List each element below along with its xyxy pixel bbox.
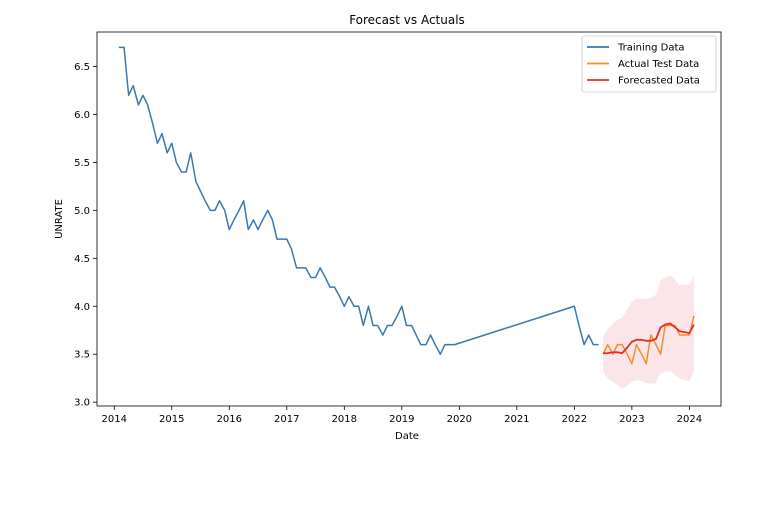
x-tick-label: 2015: [159, 414, 184, 425]
y-tick-label: 3.0: [74, 398, 90, 409]
y-tick-label: 3.5: [74, 350, 90, 361]
x-tick-label: 2014: [102, 414, 127, 425]
x-tick-label: 2024: [677, 414, 702, 425]
y-tick-label: 4.0: [74, 302, 90, 313]
x-tick-label: 2019: [389, 414, 414, 425]
training-data-line: [118, 46, 599, 355]
x-tick-label: 2017: [274, 414, 299, 425]
forecast-confidence-band: [603, 275, 694, 389]
x-axis-ticks: 2014 2015 2016 2017 2018 2019 2020 2021 2022 2023…: [102, 406, 702, 425]
y-axis-ticks: 3.0 3.5 4.0 4.5 5.0 5.5 6.0 6.5: [74, 62, 97, 409]
legend: Training Data Actual Test Data Forecasted …: [581, 35, 717, 93]
y-tick-label: 5.0: [74, 206, 90, 217]
chart-title: Forecast vs Actuals: [349, 13, 465, 27]
series-layer: [118, 46, 695, 365]
legend-frame: [581, 35, 717, 93]
forecasted-data-line: [603, 322, 695, 355]
x-tick-label: 2022: [562, 414, 587, 425]
y-tick-label: 6.5: [74, 62, 90, 73]
confidence-band-layer: [603, 275, 694, 389]
x-tick-label: 2016: [217, 414, 242, 425]
y-tick-label: 4.5: [74, 254, 90, 265]
y-tick-label: 6.0: [74, 110, 90, 121]
y-tick-label: 5.5: [74, 158, 90, 169]
legend-item-forecasted-data-label: Forecasted Data: [618, 76, 700, 87]
x-tick-label: 2021: [504, 414, 529, 425]
actual-test-data-line: [602, 315, 695, 365]
legend-item-actual-test-data-label: Actual Test Data: [618, 59, 699, 70]
x-tick-label: 2020: [447, 414, 472, 425]
plot-frame: [96, 31, 722, 407]
y-axis-label: UNRATE: [54, 199, 65, 239]
x-tick-label: 2018: [332, 414, 357, 425]
x-axis-label: Date: [395, 431, 419, 442]
legend-item-training-data-label: Training Data: [617, 43, 685, 54]
x-tick-label: 2023: [619, 414, 644, 425]
